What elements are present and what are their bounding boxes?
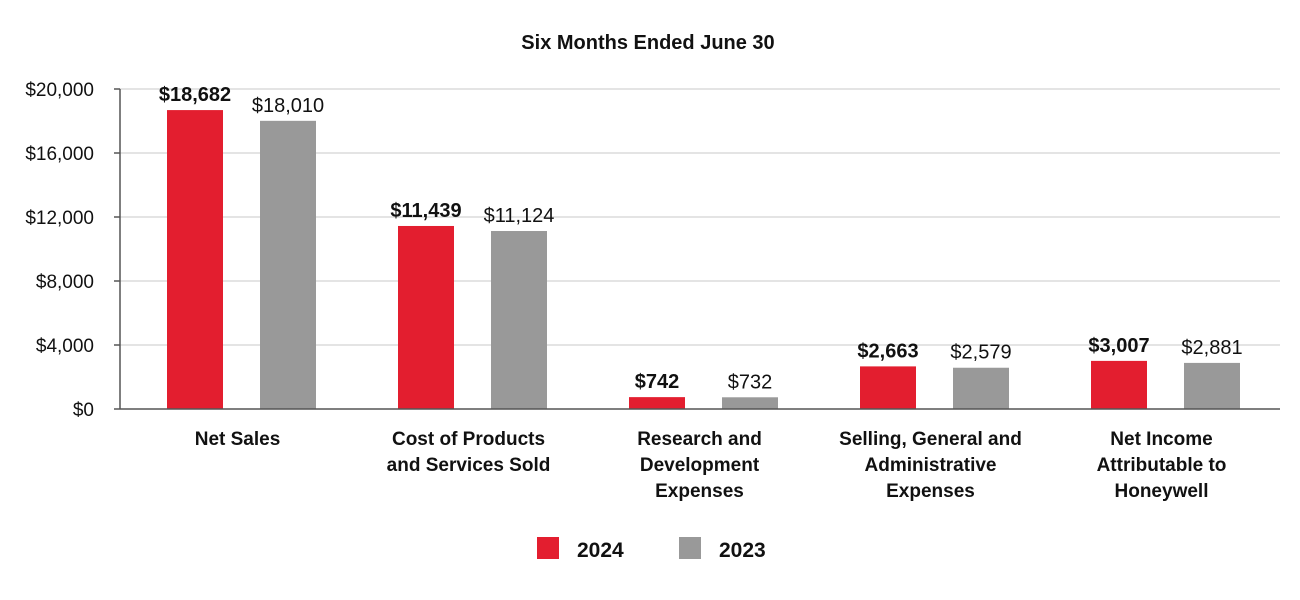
bar-2024 bbox=[1091, 360, 1147, 409]
bar-2024 bbox=[860, 366, 916, 409]
category-label: Research and bbox=[637, 429, 762, 450]
y-tick-label: $8,000 bbox=[36, 272, 94, 293]
y-tick-label: $12,000 bbox=[25, 208, 94, 229]
chart-title: Six Months Ended June 30 bbox=[521, 32, 774, 54]
legend-label-2023: 2023 bbox=[719, 539, 766, 562]
bar-2024 bbox=[167, 110, 223, 409]
bar-2023 bbox=[260, 120, 316, 409]
bar-2023 bbox=[1184, 362, 1240, 409]
category-label: Net Income bbox=[1110, 429, 1212, 450]
category-label: Administrative bbox=[865, 455, 997, 476]
category-label: Cost of Products bbox=[392, 429, 545, 450]
data-label-2023: $11,124 bbox=[484, 205, 555, 227]
bars: $18,682 $18,010 $11,439 $11,124 $742 $732 $2,6… bbox=[159, 84, 1243, 409]
category-label: Net Sales bbox=[195, 429, 281, 450]
bar-2023 bbox=[722, 397, 778, 409]
legend-label-2024: 2024 bbox=[577, 539, 624, 562]
bar-2024 bbox=[398, 225, 454, 409]
category-label: Attributable to bbox=[1097, 455, 1227, 476]
category-label: and Services Sold bbox=[387, 455, 551, 476]
bar-2024 bbox=[629, 397, 685, 409]
data-label-2024: $3,007 bbox=[1088, 335, 1149, 357]
legend-swatch-2023 bbox=[679, 537, 701, 559]
category-label: Development bbox=[640, 455, 760, 476]
legend-swatch-2024 bbox=[537, 537, 559, 559]
bar-2023 bbox=[953, 367, 1009, 409]
bar-2023 bbox=[491, 231, 547, 409]
y-tick-label: $0 bbox=[73, 400, 94, 421]
x-axis: Net Sales Cost of Products and Services So… bbox=[120, 408, 1280, 502]
data-label-2024: $18,682 bbox=[159, 84, 231, 106]
data-label-2023: $18,010 bbox=[252, 95, 324, 117]
data-label-2024: $2,663 bbox=[857, 340, 918, 362]
data-label-2024: $11,439 bbox=[390, 200, 461, 222]
category-label: Selling, General and bbox=[839, 429, 1022, 450]
data-label-2024: $742 bbox=[635, 371, 680, 393]
data-label-2023: $2,579 bbox=[950, 342, 1011, 364]
data-label-2023: $2,881 bbox=[1181, 337, 1242, 359]
data-label-2023: $732 bbox=[728, 371, 773, 393]
legend: 2024 2023 bbox=[537, 537, 766, 562]
category-label: Expenses bbox=[886, 481, 975, 502]
y-tick-label: $20,000 bbox=[25, 80, 94, 101]
category-label: Honeywell bbox=[1115, 481, 1209, 502]
y-tick-label: $4,000 bbox=[36, 336, 94, 357]
y-tick-label: $16,000 bbox=[25, 144, 94, 165]
category-label: Expenses bbox=[655, 481, 744, 502]
y-axis: $0 $4,000 $8,000 $12,000 $16,000 $20,000 bbox=[25, 80, 121, 421]
